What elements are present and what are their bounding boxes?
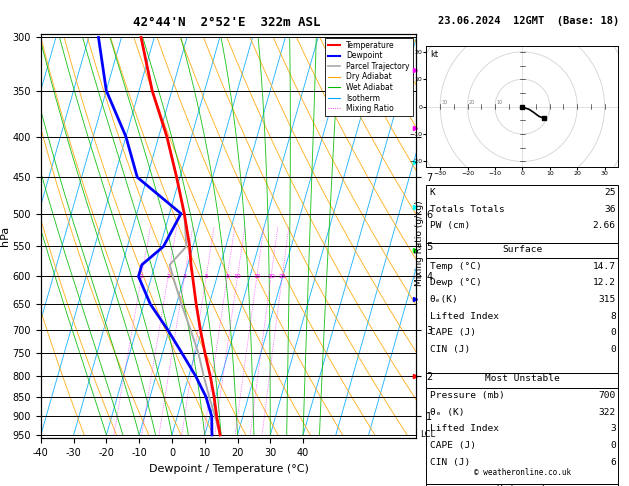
Text: Temp (°C): Temp (°C): [430, 261, 481, 271]
Text: CIN (J): CIN (J): [430, 345, 470, 354]
Text: CAPE (J): CAPE (J): [430, 441, 476, 450]
Text: 23.06.2024  12GMT  (Base: 18): 23.06.2024 12GMT (Base: 18): [438, 16, 619, 26]
Text: 12.2: 12.2: [593, 278, 616, 287]
Text: 42°44'N  2°52'E  322m ASL: 42°44'N 2°52'E 322m ASL: [133, 16, 320, 29]
Text: 25: 25: [604, 188, 616, 197]
Text: Hodograph: Hodograph: [496, 485, 548, 486]
Text: θₑ (K): θₑ (K): [430, 408, 464, 417]
Text: 10: 10: [496, 100, 503, 105]
Text: 3: 3: [610, 424, 616, 434]
Text: CIN (J): CIN (J): [430, 458, 470, 467]
Text: 25: 25: [279, 274, 286, 279]
Text: Pressure (mb): Pressure (mb): [430, 391, 504, 400]
Legend: Temperature, Dewpoint, Parcel Trajectory, Dry Adiabat, Wet Adiabat, Isotherm, Mi: Temperature, Dewpoint, Parcel Trajectory…: [325, 38, 413, 116]
Text: 3: 3: [182, 274, 187, 279]
Text: 20: 20: [267, 274, 275, 279]
Text: Surface: Surface: [503, 244, 542, 254]
Text: 315: 315: [599, 295, 616, 304]
Text: LCL: LCL: [420, 431, 435, 439]
Text: θₑ(K): θₑ(K): [430, 295, 459, 304]
Text: 6: 6: [610, 458, 616, 467]
Text: 30: 30: [442, 100, 448, 105]
Text: Dewp (°C): Dewp (°C): [430, 278, 481, 287]
Text: 5: 5: [204, 274, 208, 279]
X-axis label: Dewpoint / Temperature (°C): Dewpoint / Temperature (°C): [148, 464, 309, 474]
Text: Lifted Index: Lifted Index: [430, 312, 499, 321]
Text: 0: 0: [610, 345, 616, 354]
Text: Totals Totals: Totals Totals: [430, 205, 504, 214]
Text: Mixing Ratio (g/kg): Mixing Ratio (g/kg): [415, 200, 424, 286]
Text: 2: 2: [166, 274, 170, 279]
Text: 8: 8: [610, 312, 616, 321]
Text: 14.7: 14.7: [593, 261, 616, 271]
Text: 0: 0: [610, 328, 616, 337]
Text: 8: 8: [225, 274, 229, 279]
Text: 700: 700: [599, 391, 616, 400]
Text: CAPE (J): CAPE (J): [430, 328, 476, 337]
Text: 36: 36: [604, 205, 616, 214]
Text: 20: 20: [469, 100, 475, 105]
Text: 15: 15: [253, 274, 261, 279]
Y-axis label: hPa: hPa: [0, 226, 10, 246]
Text: PW (cm): PW (cm): [430, 222, 470, 230]
Text: 1: 1: [140, 274, 143, 279]
Text: K: K: [430, 188, 435, 197]
Text: 10: 10: [234, 274, 242, 279]
Text: 0: 0: [610, 441, 616, 450]
Text: kt: kt: [430, 50, 438, 59]
Text: © weatheronline.co.uk: © weatheronline.co.uk: [474, 468, 571, 477]
Text: 322: 322: [599, 408, 616, 417]
Text: 2.66: 2.66: [593, 222, 616, 230]
Text: Lifted Index: Lifted Index: [430, 424, 499, 434]
Text: Most Unstable: Most Unstable: [485, 374, 560, 383]
